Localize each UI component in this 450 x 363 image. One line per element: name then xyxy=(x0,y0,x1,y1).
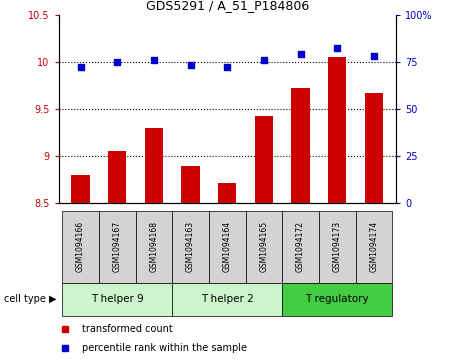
Point xyxy=(334,46,341,52)
Title: GDS5291 / A_51_P184806: GDS5291 / A_51_P184806 xyxy=(146,0,309,12)
Text: GSM1094165: GSM1094165 xyxy=(260,221,269,272)
Point xyxy=(113,59,121,65)
Text: GSM1094172: GSM1094172 xyxy=(296,221,305,272)
Text: GSM1094167: GSM1094167 xyxy=(112,221,122,272)
Bar xyxy=(62,211,99,283)
Text: GSM1094173: GSM1094173 xyxy=(333,221,342,272)
Text: GSM1094168: GSM1094168 xyxy=(149,221,158,272)
Text: T helper 9: T helper 9 xyxy=(91,294,144,305)
Bar xyxy=(282,211,319,283)
Bar xyxy=(292,88,310,203)
Bar xyxy=(246,211,282,283)
Text: GSM1094163: GSM1094163 xyxy=(186,221,195,272)
Text: percentile rank within the sample: percentile rank within the sample xyxy=(82,343,247,352)
Bar xyxy=(255,117,273,203)
Bar xyxy=(356,211,392,283)
Bar xyxy=(172,211,209,283)
Point xyxy=(370,53,378,59)
Text: GSM1094166: GSM1094166 xyxy=(76,221,85,272)
Text: transformed count: transformed count xyxy=(82,324,173,334)
Bar xyxy=(218,183,236,203)
Bar xyxy=(99,211,135,283)
Bar xyxy=(62,283,172,316)
Text: T regulatory: T regulatory xyxy=(306,294,369,305)
Bar xyxy=(108,151,126,203)
Bar xyxy=(209,211,246,283)
Bar xyxy=(72,175,90,203)
Text: cell type ▶: cell type ▶ xyxy=(4,294,57,305)
Bar xyxy=(181,166,200,203)
Text: GSM1094164: GSM1094164 xyxy=(223,221,232,272)
Text: T helper 2: T helper 2 xyxy=(201,294,254,305)
Point xyxy=(297,51,304,57)
Bar xyxy=(145,128,163,203)
Bar xyxy=(282,283,392,316)
Point xyxy=(77,65,84,70)
Point xyxy=(261,57,268,63)
Point xyxy=(224,65,231,70)
Text: GSM1094174: GSM1094174 xyxy=(369,221,378,272)
Point xyxy=(150,57,158,63)
Point xyxy=(187,62,194,68)
Bar xyxy=(328,57,346,203)
Bar xyxy=(365,93,383,203)
Bar xyxy=(135,211,172,283)
Bar xyxy=(172,283,282,316)
Bar xyxy=(319,211,356,283)
